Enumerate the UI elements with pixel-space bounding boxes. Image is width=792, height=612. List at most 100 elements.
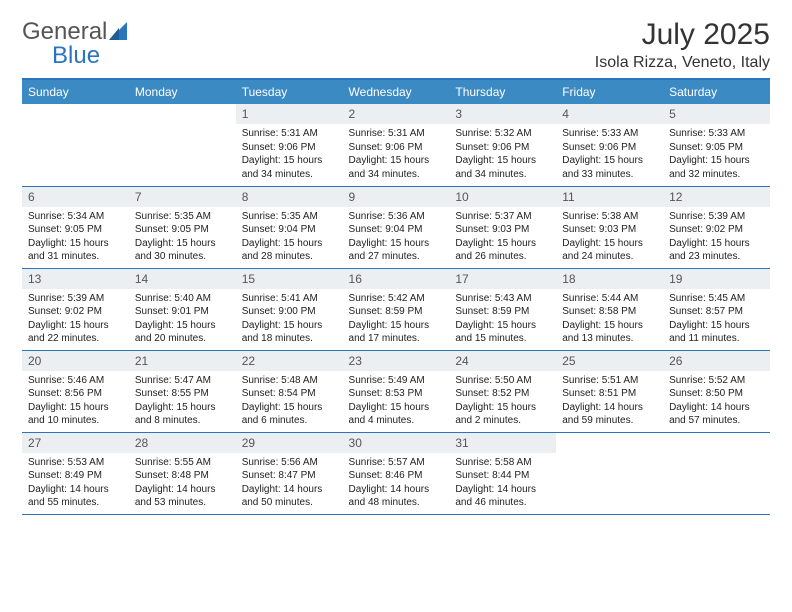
day-number: 13	[22, 269, 129, 289]
day-cell: 31Sunrise: 5:58 AMSunset: 8:44 PMDayligh…	[449, 432, 556, 514]
sunset-value: 9:06 PM	[278, 142, 315, 153]
sunset-label: Sunset:	[455, 142, 489, 153]
calendar-row: 13Sunrise: 5:39 AMSunset: 9:02 PMDayligh…	[22, 268, 770, 350]
day-number: 11	[556, 187, 663, 207]
sunset-value: 8:44 PM	[492, 470, 529, 481]
day-body: Sunrise: 5:42 AMSunset: 8:59 PMDaylight:…	[343, 289, 450, 350]
daylight-label: Daylight:	[349, 402, 388, 413]
day-body: Sunrise: 5:45 AMSunset: 8:57 PMDaylight:…	[663, 289, 770, 350]
daylight-label: Daylight:	[455, 484, 494, 495]
day-cell: 15Sunrise: 5:41 AMSunset: 9:00 PMDayligh…	[236, 268, 343, 350]
day-body: Sunrise: 5:52 AMSunset: 8:50 PMDaylight:…	[663, 371, 770, 432]
day-cell: 14Sunrise: 5:40 AMSunset: 9:01 PMDayligh…	[129, 268, 236, 350]
sunrise-label: Sunrise:	[242, 457, 279, 468]
day-cell: 20Sunrise: 5:46 AMSunset: 8:56 PMDayligh…	[22, 350, 129, 432]
day-number: 18	[556, 269, 663, 289]
weekday-row: SundayMondayTuesdayWednesdayThursdayFrid…	[22, 80, 770, 104]
calendar-row: ....1Sunrise: 5:31 AMSunset: 9:06 PMDayl…	[22, 104, 770, 186]
sunrise-label: Sunrise:	[135, 293, 172, 304]
sunrise-value: 5:48 AM	[281, 375, 318, 386]
weekday-header: Wednesday	[343, 80, 450, 104]
day-number: 7	[129, 187, 236, 207]
weekday-header: Thursday	[449, 80, 556, 104]
sunrise-value: 5:44 AM	[602, 293, 639, 304]
empty-cell: ..	[22, 104, 129, 186]
sunrise-value: 5:36 AM	[388, 211, 425, 222]
day-body: Sunrise: 5:48 AMSunset: 8:54 PMDaylight:…	[236, 371, 343, 432]
day-cell: 26Sunrise: 5:52 AMSunset: 8:50 PMDayligh…	[663, 350, 770, 432]
daylight-label: Daylight:	[669, 155, 708, 166]
day-cell: 12Sunrise: 5:39 AMSunset: 9:02 PMDayligh…	[663, 186, 770, 268]
sunrise-label: Sunrise:	[349, 128, 386, 139]
sunrise-label: Sunrise:	[455, 293, 492, 304]
daylight-label: Daylight:	[135, 238, 174, 249]
day-number: 16	[343, 269, 450, 289]
sunset-label: Sunset:	[135, 224, 169, 235]
sunset-value: 8:47 PM	[278, 470, 315, 481]
sunset-label: Sunset:	[562, 142, 596, 153]
sunrise-value: 5:56 AM	[281, 457, 318, 468]
daylight-label: Daylight:	[28, 484, 67, 495]
day-body: Sunrise: 5:49 AMSunset: 8:53 PMDaylight:…	[343, 371, 450, 432]
day-cell: 4Sunrise: 5:33 AMSunset: 9:06 PMDaylight…	[556, 104, 663, 186]
sunset-value: 8:55 PM	[172, 388, 209, 399]
sunrise-value: 5:49 AM	[388, 375, 425, 386]
day-body: Sunrise: 5:38 AMSunset: 9:03 PMDaylight:…	[556, 207, 663, 268]
title-month: July 2025	[595, 18, 770, 52]
sunset-value: 9:02 PM	[706, 224, 743, 235]
sunrise-value: 5:46 AM	[67, 375, 104, 386]
day-number: 4	[556, 104, 663, 124]
sunrise-value: 5:40 AM	[174, 293, 211, 304]
day-body: Sunrise: 5:31 AMSunset: 9:06 PMDaylight:…	[236, 124, 343, 185]
sunset-value: 8:52 PM	[492, 388, 529, 399]
day-body: Sunrise: 5:58 AMSunset: 8:44 PMDaylight:…	[449, 453, 556, 514]
sunrise-label: Sunrise:	[562, 375, 599, 386]
sunrise-value: 5:31 AM	[281, 128, 318, 139]
day-body: Sunrise: 5:34 AMSunset: 9:05 PMDaylight:…	[22, 207, 129, 268]
sunrise-label: Sunrise:	[349, 457, 386, 468]
sunset-value: 8:48 PM	[172, 470, 209, 481]
day-body: Sunrise: 5:44 AMSunset: 8:58 PMDaylight:…	[556, 289, 663, 350]
day-body: Sunrise: 5:35 AMSunset: 9:05 PMDaylight:…	[129, 207, 236, 268]
day-body: Sunrise: 5:56 AMSunset: 8:47 PMDaylight:…	[236, 453, 343, 514]
day-cell: 10Sunrise: 5:37 AMSunset: 9:03 PMDayligh…	[449, 186, 556, 268]
sunset-label: Sunset:	[28, 224, 62, 235]
day-body: Sunrise: 5:33 AMSunset: 9:06 PMDaylight:…	[556, 124, 663, 185]
daylight-label: Daylight:	[455, 238, 494, 249]
sunset-value: 8:57 PM	[706, 306, 743, 317]
day-cell: 2Sunrise: 5:31 AMSunset: 9:06 PMDaylight…	[343, 104, 450, 186]
logo-text-2-wrap: Blue	[22, 42, 100, 70]
sunset-label: Sunset:	[562, 388, 596, 399]
day-cell: 8Sunrise: 5:35 AMSunset: 9:04 PMDaylight…	[236, 186, 343, 268]
daylight-label: Daylight:	[562, 238, 601, 249]
sunrise-value: 5:34 AM	[67, 211, 104, 222]
calendar-body: ....1Sunrise: 5:31 AMSunset: 9:06 PMDayl…	[22, 104, 770, 514]
sunrise-value: 5:43 AM	[495, 293, 532, 304]
daylight-label: Daylight:	[28, 238, 67, 249]
sunset-value: 8:46 PM	[385, 470, 422, 481]
sunset-value: 9:06 PM	[492, 142, 529, 153]
sunrise-value: 5:58 AM	[495, 457, 532, 468]
day-cell: 18Sunrise: 5:44 AMSunset: 8:58 PMDayligh…	[556, 268, 663, 350]
sunset-label: Sunset:	[242, 224, 276, 235]
sunset-label: Sunset:	[349, 388, 383, 399]
sunset-label: Sunset:	[669, 224, 703, 235]
day-cell: 17Sunrise: 5:43 AMSunset: 8:59 PMDayligh…	[449, 268, 556, 350]
sunset-value: 8:58 PM	[599, 306, 636, 317]
day-number: 3	[449, 104, 556, 124]
day-body: Sunrise: 5:41 AMSunset: 9:00 PMDaylight:…	[236, 289, 343, 350]
day-cell: 22Sunrise: 5:48 AMSunset: 8:54 PMDayligh…	[236, 350, 343, 432]
sunrise-value: 5:35 AM	[174, 211, 211, 222]
daylight-label: Daylight:	[562, 155, 601, 166]
day-number: 1	[236, 104, 343, 124]
daylight-label: Daylight:	[349, 155, 388, 166]
sunrise-label: Sunrise:	[28, 457, 65, 468]
day-body: Sunrise: 5:51 AMSunset: 8:51 PMDaylight:…	[556, 371, 663, 432]
sunrise-value: 5:39 AM	[67, 293, 104, 304]
sunset-label: Sunset:	[135, 470, 169, 481]
sunset-label: Sunset:	[669, 306, 703, 317]
day-number: 23	[343, 351, 450, 371]
day-number: 26	[663, 351, 770, 371]
sunset-value: 9:04 PM	[278, 224, 315, 235]
sunrise-label: Sunrise:	[455, 128, 492, 139]
